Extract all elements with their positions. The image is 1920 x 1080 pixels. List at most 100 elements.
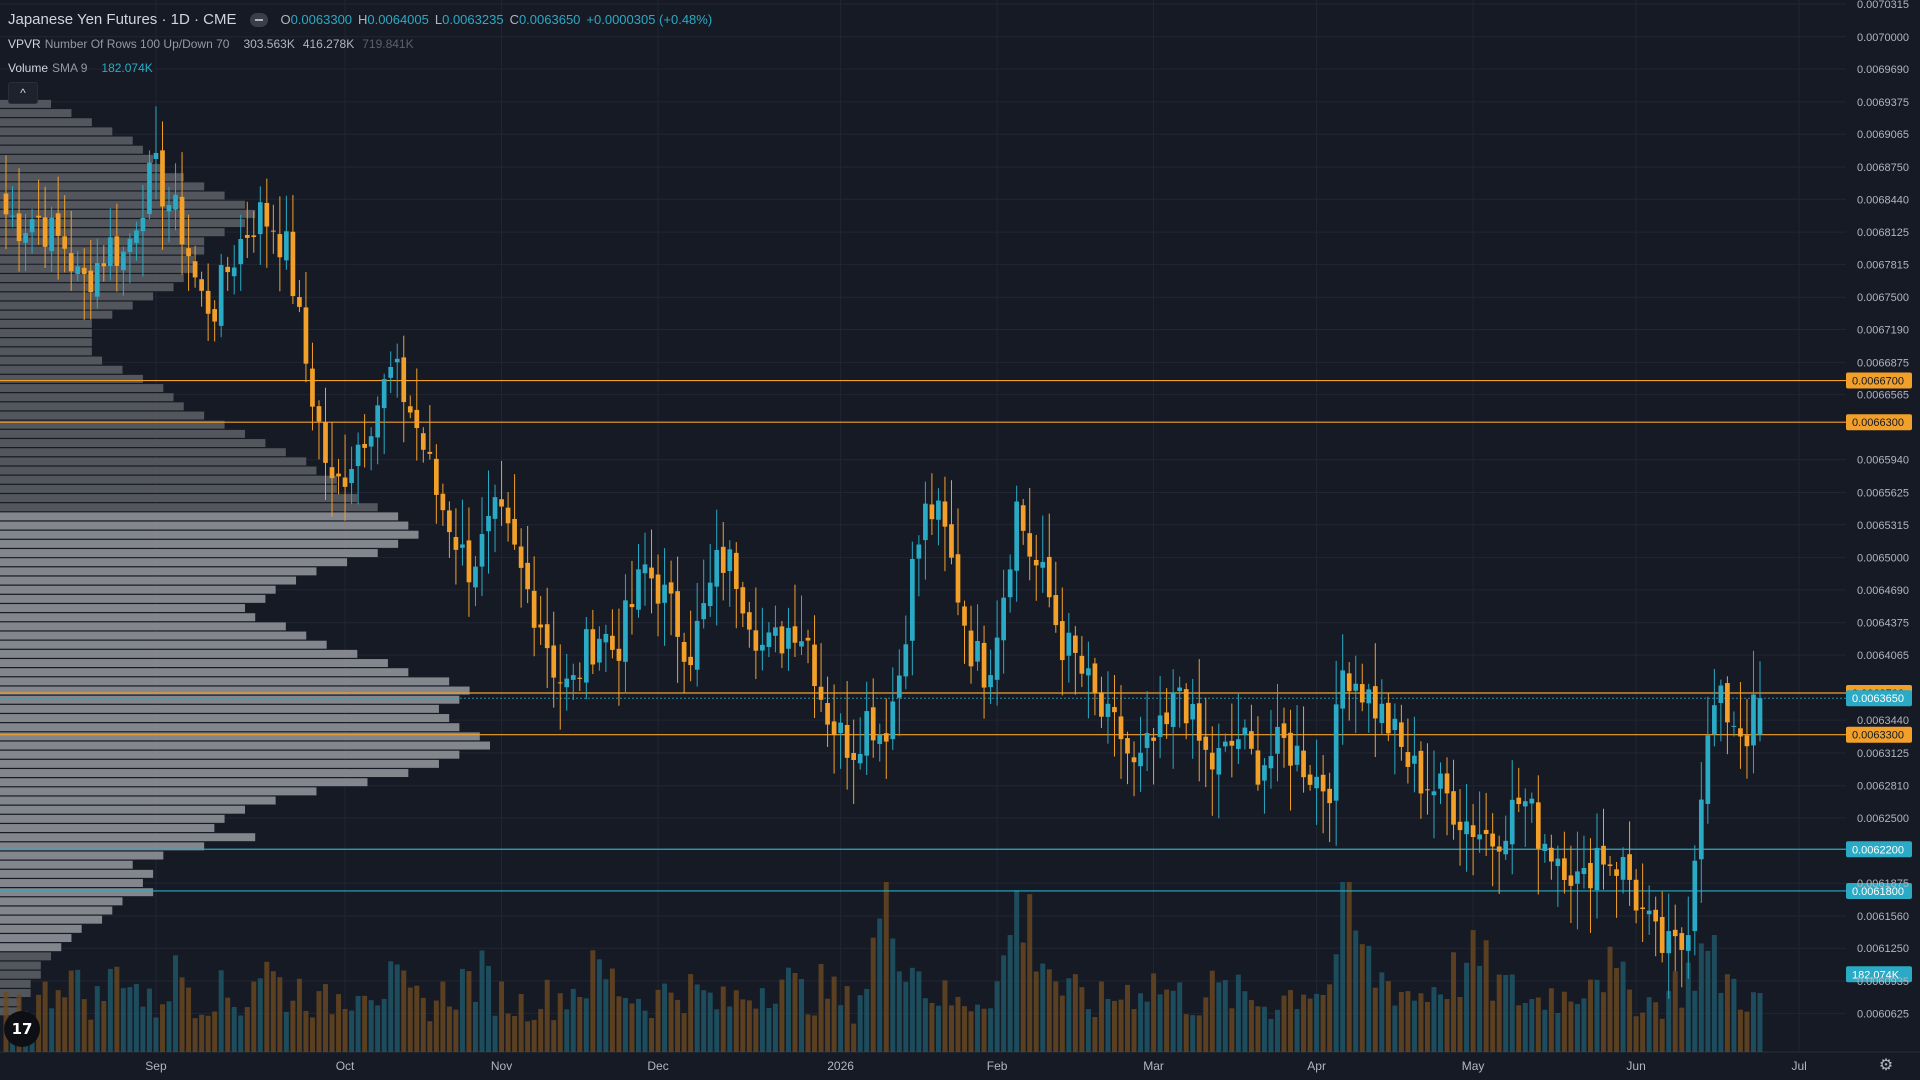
profile-bar: [0, 347, 92, 356]
candle-body: [610, 635, 615, 650]
volume-bar: [1516, 1005, 1522, 1052]
candle-body: [975, 641, 980, 662]
candle-body: [23, 233, 28, 243]
y-tick-label: 0.0060625: [1857, 1008, 1909, 1020]
price-tag-bg: [1846, 966, 1912, 983]
candle-body: [323, 422, 328, 463]
y-tick-label: 0.0068440: [1857, 194, 1909, 206]
volume-row[interactable]: Volume SMA 9 182.074K: [8, 56, 712, 80]
symbol-title[interactable]: Japanese Yen Futures · 1D · CME: [8, 11, 237, 28]
candle-body: [297, 297, 302, 307]
volume-bar: [1438, 994, 1443, 1052]
volume-bar: [1053, 981, 1059, 1052]
volume-bar: [655, 989, 661, 1052]
candle-body: [577, 677, 583, 679]
volume-name[interactable]: Volume: [8, 61, 49, 75]
candle-body: [1118, 716, 1124, 740]
candle-body: [923, 503, 928, 541]
candle-body: [212, 309, 218, 322]
candle-body: [166, 205, 172, 212]
profile-bar: [0, 530, 419, 539]
profile-bar: [0, 319, 92, 328]
vpvr-row[interactable]: VPVR Number Of Rows 100 Up/Down 70 303.5…: [8, 32, 712, 56]
volume-bar: [1385, 981, 1391, 1052]
y-tick-label: 0.0069065: [1857, 129, 1909, 141]
gear-icon[interactable]: ⚙: [1878, 1057, 1894, 1074]
profile-bar: [0, 943, 62, 952]
profile-bar: [0, 457, 307, 466]
x-tick-label: Jul: [1791, 1059, 1806, 1073]
profile-bar: [0, 494, 358, 503]
volume-bar: [570, 988, 576, 1052]
candle-body: [1040, 561, 1046, 568]
vpvr-name[interactable]: VPVR: [8, 37, 41, 51]
profile-bar: [0, 924, 82, 933]
candle-body: [838, 722, 843, 734]
candle-body: [1705, 735, 1711, 804]
volume-bar: [1125, 984, 1130, 1052]
volume-bar: [916, 971, 922, 1052]
price-tag-label: 0.0062200: [1852, 844, 1904, 856]
profile-bar: [0, 219, 245, 228]
volume-bar: [994, 981, 1000, 1052]
candle-body: [342, 477, 348, 487]
y-tick-label: 0.0070315: [1857, 0, 1909, 11]
candle-body: [381, 379, 387, 409]
volume-bar: [75, 969, 81, 1052]
candle-body: [1451, 791, 1456, 825]
volume-bar: [1242, 991, 1248, 1052]
candle-body: [1529, 798, 1535, 804]
profile-bar: [0, 173, 184, 182]
tradingview-logo-icon[interactable]: 17: [4, 1011, 40, 1047]
volume-bar: [1118, 999, 1124, 1052]
volume-bar: [1190, 1015, 1196, 1052]
volume-bar: [355, 996, 361, 1052]
candle-body: [831, 721, 837, 736]
candle-body: [29, 219, 35, 233]
candle-body: [766, 632, 772, 647]
collapse-legend-button[interactable]: ^: [8, 82, 38, 104]
candle-body: [1327, 788, 1332, 804]
volume-bar: [94, 986, 100, 1052]
candle-body: [870, 707, 876, 741]
candle-body: [75, 266, 81, 274]
chevron-up-icon: ^: [20, 86, 26, 100]
volume-bar: [675, 999, 681, 1052]
x-tick-label: Oct: [336, 1059, 355, 1073]
volume-bar: [1751, 992, 1756, 1052]
x-tick-label: Sep: [145, 1059, 167, 1073]
volume-bar: [792, 973, 798, 1052]
volume-bar: [1346, 882, 1352, 1052]
candle-body: [1431, 791, 1437, 796]
change-value: +0.0000305 (+0.48%): [586, 12, 713, 27]
candle-body: [538, 624, 544, 628]
candle-body: [1281, 723, 1287, 738]
volume-bar: [1333, 954, 1339, 1052]
volume-bar: [1555, 1013, 1561, 1052]
volume-bar: [329, 1014, 335, 1052]
profile-bar: [0, 979, 31, 988]
profile-bar: [0, 127, 113, 136]
volume-bar: [1757, 992, 1763, 1052]
volume-bar: [844, 986, 850, 1052]
profile-bar: [0, 200, 245, 209]
candle-body: [1157, 715, 1163, 737]
candle-body: [1275, 726, 1280, 754]
candle-body: [1725, 683, 1730, 723]
candle-body: [792, 626, 798, 643]
candle-body: [225, 266, 231, 273]
price-tag-label: 0.0066700: [1852, 376, 1904, 388]
volume-bar: [714, 1009, 720, 1052]
more-options-icon[interactable]: [250, 13, 269, 27]
volume-bar: [975, 1004, 981, 1052]
volume-bar: [1522, 1002, 1528, 1052]
volume-bar: [1288, 990, 1294, 1052]
candle-body: [1255, 750, 1261, 785]
y-tick-label: 0.0070000: [1857, 32, 1909, 44]
volume-bar: [212, 1011, 218, 1052]
candle-body: [427, 451, 433, 454]
candle-body: [1066, 632, 1072, 656]
candle-body: [1399, 722, 1404, 747]
y-tick-label: 0.0061560: [1857, 911, 1909, 923]
